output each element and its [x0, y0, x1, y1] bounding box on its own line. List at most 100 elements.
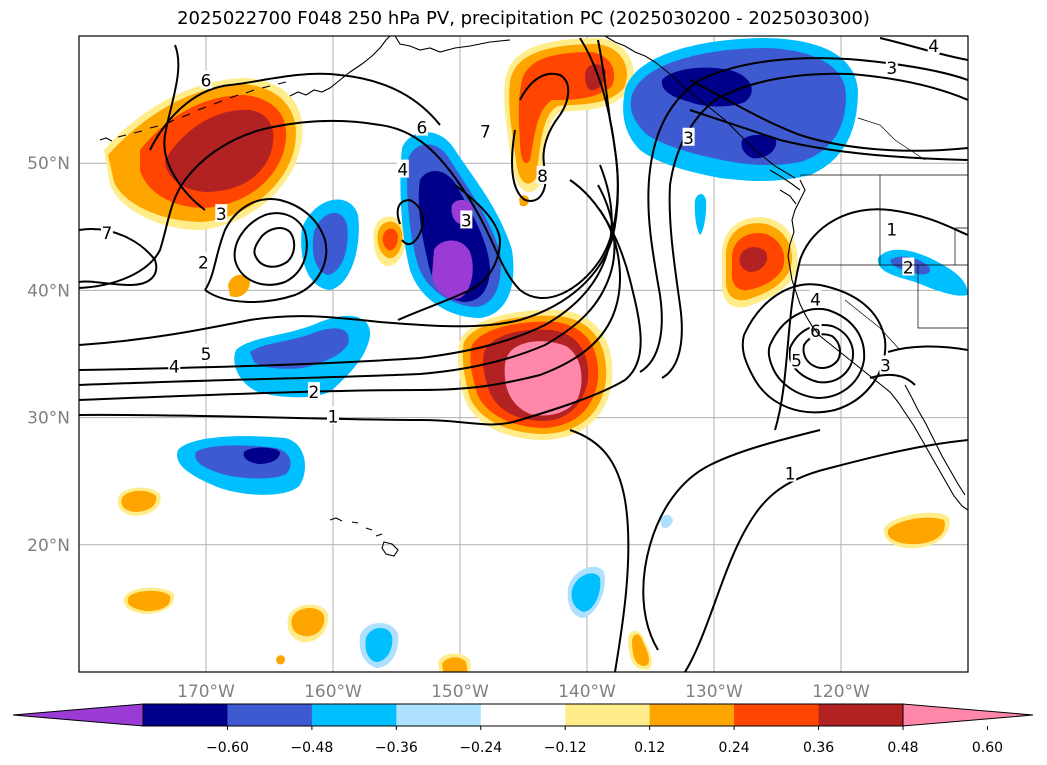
colorbar-segment: [818, 704, 904, 726]
positive-anomaly-region: [228, 274, 250, 298]
pv-contour-label: 8: [537, 167, 548, 187]
colorbar-segment: [565, 704, 651, 726]
state-border: [917, 265, 968, 329]
pv-contour-label: 1: [328, 407, 339, 427]
colorbar-tick-label: 0.60: [972, 740, 1003, 756]
contour-label-background: [790, 350, 803, 369]
pv-contour-label: 4: [169, 358, 180, 378]
colorbar-tick-label: −0.48: [290, 740, 333, 756]
negative-anomaly-region: [741, 134, 777, 159]
contour-label-background: [307, 382, 320, 401]
pv-contour-line: [879, 37, 968, 61]
coastline: [289, 36, 391, 97]
colorbar-tick-label: 0.48: [887, 740, 918, 756]
pv-contour-line: [511, 72, 570, 202]
pv-contour-line: [163, 44, 206, 211]
contour-label-background: [682, 127, 695, 146]
pv-contour-line: [802, 333, 841, 369]
contour-label-background: [784, 463, 797, 482]
colorbar-extension-low: [12, 703, 144, 727]
pv-contour-line: [79, 37, 619, 300]
longitude-tick-label: 130°W: [685, 682, 743, 702]
pv-contour-line: [689, 79, 968, 152]
colorbar-tick-label: −0.60: [206, 740, 249, 756]
pv-contour-label: 7: [102, 224, 113, 244]
precip-shading: [104, 38, 968, 672]
pv-contour-label: 2: [198, 253, 209, 273]
pv-contour-line: [569, 429, 630, 672]
contour-label-background: [327, 406, 339, 425]
pv-contour-line: [396, 198, 424, 246]
pv-contour-label: 3: [880, 356, 891, 376]
state-border: [857, 117, 926, 161]
pv-contour-line: [684, 439, 968, 672]
negative-anomaly-region: [660, 514, 673, 529]
negative-anomaly-region: [312, 212, 348, 275]
pv-contour-label: 3: [216, 205, 227, 225]
colorbar-segment: [396, 704, 482, 726]
positive-anomaly-region: [127, 590, 171, 611]
colorbar-tick-label: −0.12: [544, 740, 587, 756]
contour-label-background: [885, 219, 898, 238]
coastline: [787, 179, 968, 511]
pv-contour-label: 4: [810, 290, 821, 310]
contour-label-background: [396, 159, 409, 178]
colorbar: [12, 703, 1034, 727]
pv-contour-line: [79, 209, 621, 401]
coastline: [604, 36, 796, 179]
longitude-tick-label: 120°W: [812, 682, 870, 702]
pv-contour-label: 1: [785, 465, 796, 485]
contour-label-background: [415, 117, 428, 136]
coastlines: [99, 36, 968, 557]
coastline: [904, 384, 966, 496]
map-frame: [78, 35, 969, 673]
colorbar-extension-high: [902, 703, 1034, 727]
positive-anomaly-region: [121, 490, 157, 512]
pv-contour-line: [79, 184, 616, 386]
colorbar-segment: [311, 704, 397, 726]
pv-contour-label: 6: [810, 322, 821, 342]
pv-contour-label: 6: [201, 72, 212, 92]
pv-contour-line: [774, 208, 968, 431]
coastline: [329, 517, 399, 557]
contour-label-background: [460, 210, 473, 229]
negative-anomaly-region: [243, 447, 280, 464]
colorbar-tick-label: 0.24: [719, 740, 750, 756]
pv-contour-label: 7: [480, 122, 491, 142]
pv-contour-line: [642, 429, 821, 651]
positive-anomaly-region: [442, 657, 468, 672]
longitude-tick-label: 170°W: [177, 682, 235, 702]
coastline: [394, 36, 511, 53]
contour-label-background: [885, 57, 898, 76]
contour-label-background: [197, 252, 210, 271]
pv-contour-line: [689, 109, 968, 161]
positive-anomaly-region: [632, 634, 650, 666]
pv-contour-label: 1: [886, 220, 897, 240]
state-border: [954, 227, 968, 265]
contour-label-background: [200, 344, 212, 362]
colorbar-segment: [480, 704, 566, 726]
pv-contour-line: [767, 307, 866, 400]
contour-label-background: [168, 356, 181, 375]
positive-anomaly-region: [276, 655, 285, 665]
latitude-labels: 50°N 40°N 30°N 20°N: [27, 154, 70, 556]
latitude-tick-label: 50°N: [27, 154, 70, 174]
pv-contour-label: 4: [397, 161, 408, 181]
positive-anomaly-region: [504, 341, 582, 416]
colorbar-segment: [734, 704, 820, 726]
latitude-tick-label: 30°N: [27, 409, 70, 429]
positive-anomaly-region: [382, 228, 398, 251]
pv-contour-label: 3: [886, 59, 897, 79]
coastline: [99, 81, 287, 142]
colorbar-tick-label: 0.12: [634, 740, 665, 756]
pv-contour-label: 6: [416, 119, 427, 139]
map-title: 2025022700 F048 250 hPa PV, precipitatio…: [177, 8, 870, 29]
colorbar-labels: −0.60 −0.48 −0.36 −0.24 −0.12 0.12 0.24 0.36 0.4…: [206, 726, 1003, 756]
contour-label-background: [479, 121, 492, 140]
pv-contour-line: [253, 227, 296, 268]
pv-contours: [79, 37, 968, 672]
positive-anomaly-region: [887, 517, 945, 545]
longitude-tick-label: 140°W: [558, 682, 616, 702]
